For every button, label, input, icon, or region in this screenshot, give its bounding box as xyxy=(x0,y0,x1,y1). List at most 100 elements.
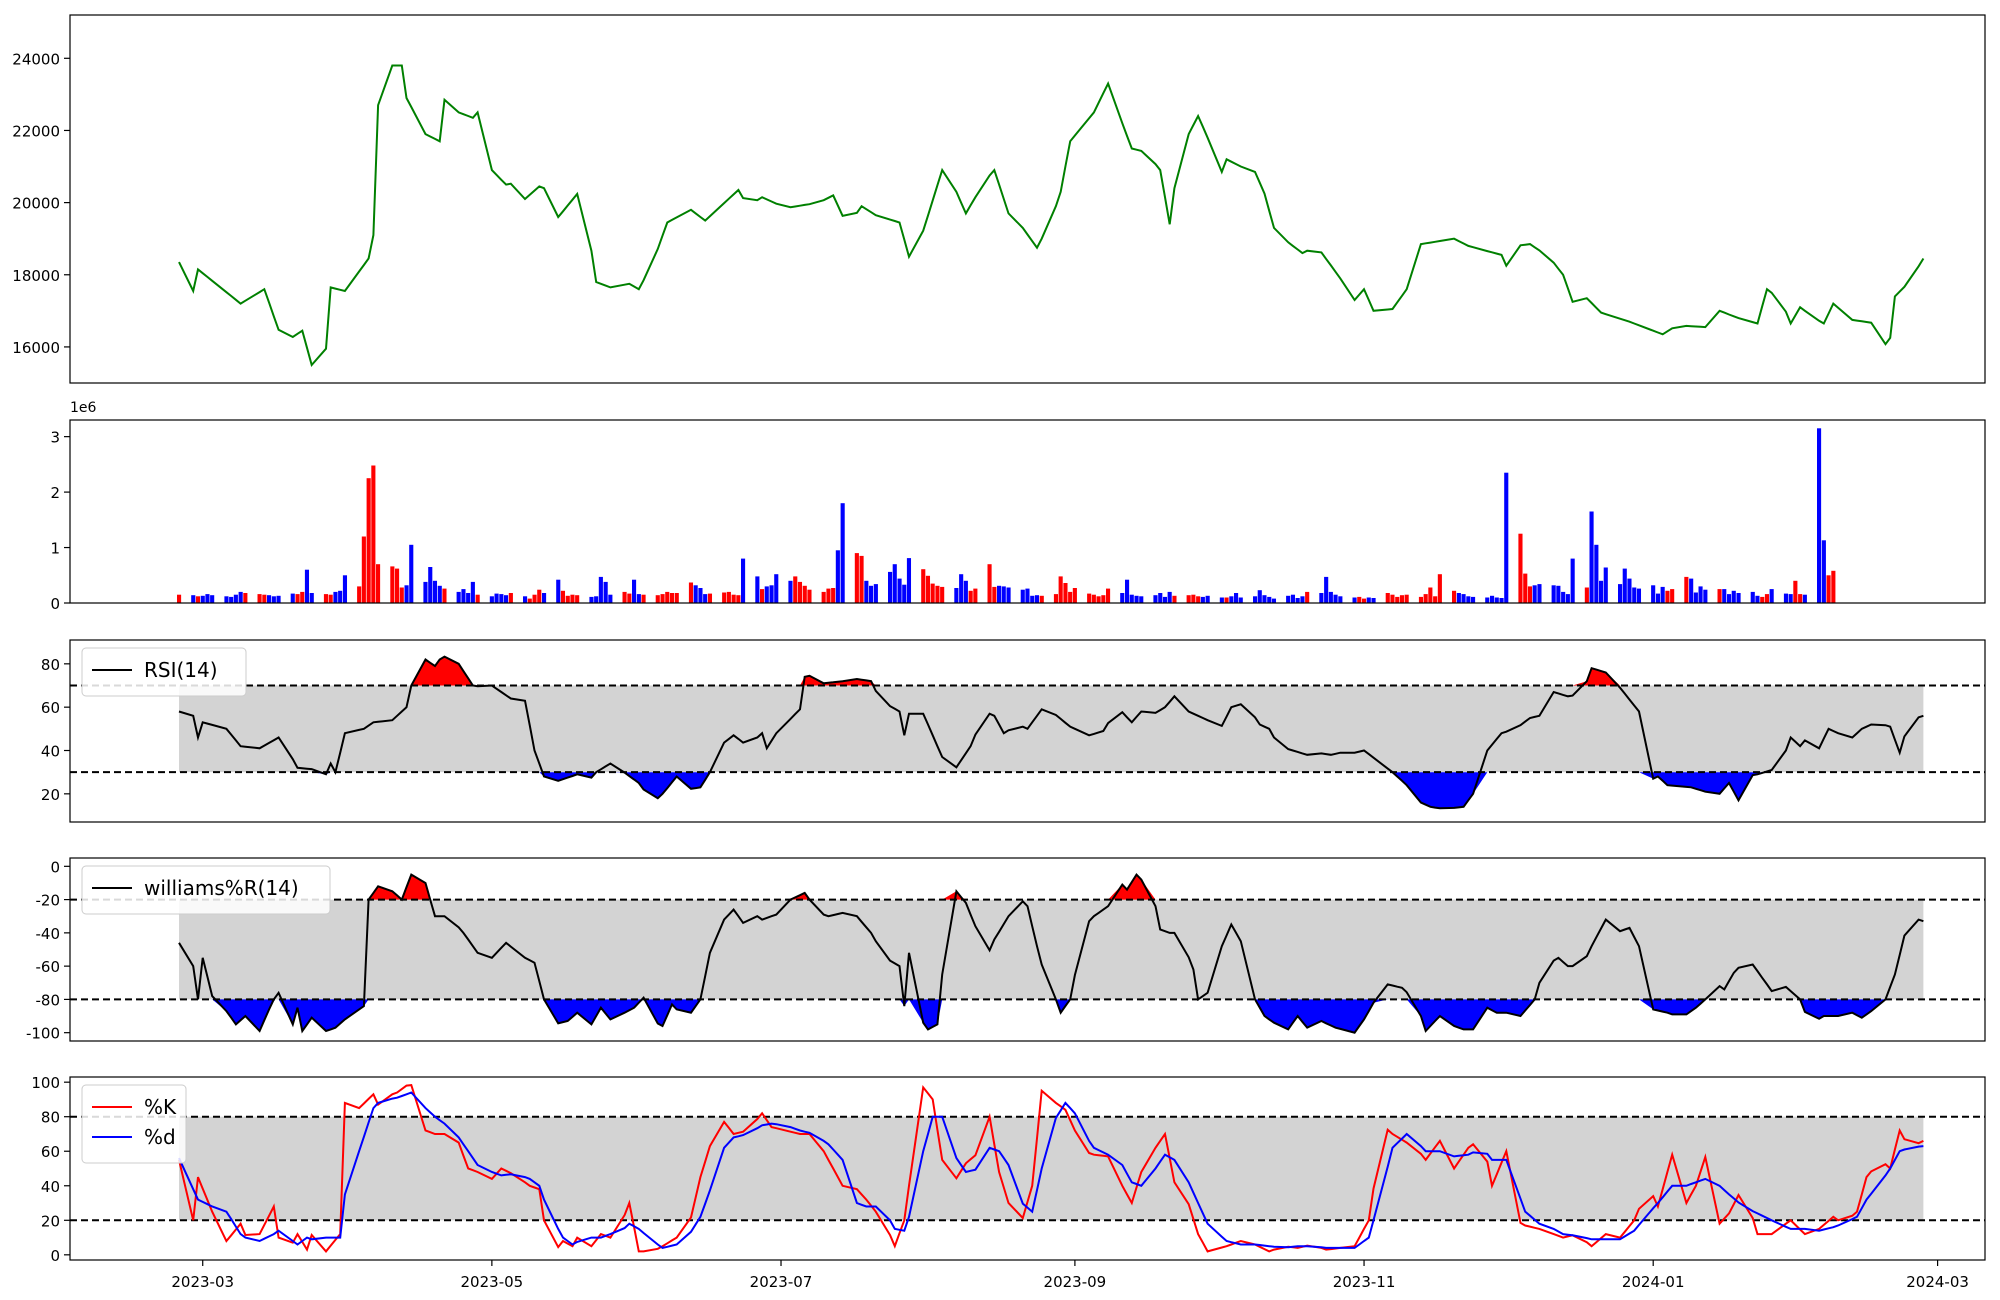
volume-bar xyxy=(665,591,670,603)
volume-bar xyxy=(195,596,201,603)
y-tick-label: 0 xyxy=(50,858,60,876)
volume-bar xyxy=(688,582,694,603)
volume-bar xyxy=(1433,596,1438,603)
volume-bar xyxy=(741,558,746,603)
volume-bar xyxy=(1603,567,1608,603)
volume-bar xyxy=(1186,595,1191,603)
stochastic-d-line xyxy=(178,1091,1924,1249)
volume-bar xyxy=(655,595,660,603)
volume-bar xyxy=(888,571,893,603)
volume-bar xyxy=(622,591,627,603)
volume-bar xyxy=(1125,579,1130,603)
volume-bar xyxy=(1267,596,1272,603)
volume-bar xyxy=(636,594,641,603)
volume-bar xyxy=(432,580,438,603)
volume-bar xyxy=(1750,591,1755,603)
volume-bar xyxy=(987,564,992,603)
volume-bar xyxy=(935,585,940,603)
volume-bar xyxy=(1352,597,1357,603)
volume-bar xyxy=(722,592,727,603)
volume-bar xyxy=(210,595,215,603)
volume-bar xyxy=(1319,593,1324,603)
volume-bar xyxy=(404,585,409,603)
volume-bar xyxy=(826,588,831,603)
volume-bar xyxy=(357,586,362,603)
volume-bar xyxy=(1072,588,1077,603)
volume-bar xyxy=(1461,594,1466,603)
volume-bar xyxy=(973,588,978,603)
volume-bar xyxy=(309,593,314,603)
volume-bar xyxy=(1523,573,1528,603)
rsi-line xyxy=(178,655,1924,810)
volume-bar xyxy=(456,591,461,603)
volume-bar xyxy=(205,594,210,603)
y-tick-label: 40 xyxy=(41,1178,60,1196)
volume-bar xyxy=(1404,594,1409,603)
volume-bar xyxy=(177,594,182,603)
volume-bar xyxy=(1300,596,1305,603)
volume-bar xyxy=(1087,593,1092,603)
volume-bar xyxy=(1257,590,1262,603)
volume-bar xyxy=(1764,594,1770,603)
volume-bar xyxy=(902,584,907,603)
volume-bar xyxy=(1698,586,1703,603)
volume-bar xyxy=(925,575,931,603)
volume-bar xyxy=(1418,596,1424,603)
y-tick-label: 16000 xyxy=(12,339,60,357)
volume-bar xyxy=(1532,585,1537,603)
volume-bar xyxy=(1063,583,1068,603)
volume-bar xyxy=(1390,594,1395,603)
volume-bar xyxy=(835,550,840,603)
y-tick-label: 100 xyxy=(31,1074,60,1092)
y-tick-label: -40 xyxy=(36,925,61,943)
y-tick-label: 80 xyxy=(41,656,60,674)
volume-bar xyxy=(523,596,528,603)
volume-bar xyxy=(499,594,504,603)
volume-bar xyxy=(1328,591,1333,603)
volume-bar xyxy=(608,594,613,603)
volume-bar xyxy=(504,595,509,603)
volume-bar xyxy=(869,585,874,603)
volume-bar xyxy=(1224,597,1229,603)
x-tick-label: 2024-03 xyxy=(1906,1273,1969,1291)
volume-bar xyxy=(371,465,376,603)
volume-bar xyxy=(1788,594,1793,603)
volume-bar xyxy=(1286,595,1291,603)
volume-bar xyxy=(1025,588,1030,603)
y-tick-label: 40 xyxy=(41,743,60,761)
x-tick-label: 2024-01 xyxy=(1622,1273,1685,1291)
volume-bar xyxy=(897,578,902,603)
volume-bar xyxy=(1196,596,1201,603)
y-tick-label: -20 xyxy=(36,892,61,910)
volume-bar xyxy=(1068,591,1073,603)
volume-bar xyxy=(1020,589,1025,603)
volume-bar xyxy=(1428,587,1433,603)
y-tick-label: 20000 xyxy=(12,195,60,213)
volume-bar xyxy=(1504,472,1509,603)
volume-bar xyxy=(1437,574,1442,603)
volume-bar xyxy=(1096,596,1101,603)
volume-bar xyxy=(760,589,765,603)
volume-bar xyxy=(1537,584,1542,603)
x-tick-label: 2023-09 xyxy=(1044,1273,1107,1291)
volume-bar xyxy=(598,576,603,603)
volume-bar xyxy=(461,589,466,603)
volume-bar xyxy=(1717,589,1722,603)
volume-bar xyxy=(423,581,428,603)
volume-bar xyxy=(954,588,959,603)
volume-bar xyxy=(200,595,205,603)
x-tick-label: 2023-07 xyxy=(750,1273,813,1291)
volume-bar xyxy=(1129,594,1134,603)
y-tick-label: -100 xyxy=(26,1025,60,1043)
volume-bar xyxy=(674,593,679,603)
volume-bar xyxy=(992,586,997,603)
volume-bar xyxy=(560,590,566,603)
y-tick-label: 20 xyxy=(41,1212,60,1230)
volume-bar xyxy=(1039,595,1044,603)
volume-bar xyxy=(1452,590,1457,603)
volume-bar xyxy=(1205,595,1210,603)
overbought-fill xyxy=(179,656,1924,686)
volume-bar xyxy=(1271,598,1277,603)
volume-bar xyxy=(475,594,480,603)
